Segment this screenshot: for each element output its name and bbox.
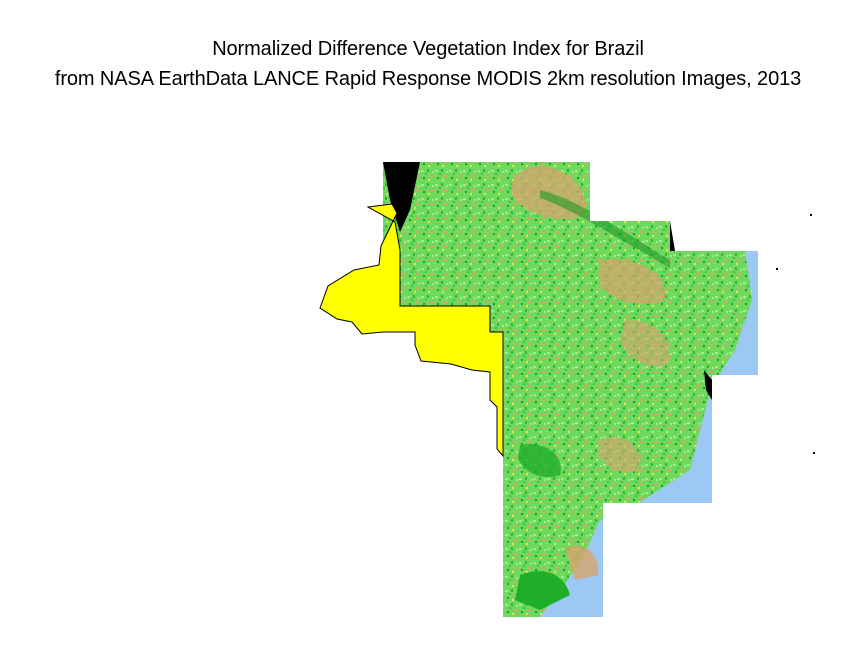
island-dot-1	[810, 214, 812, 216]
island-dot-2	[776, 268, 778, 270]
vegetation-raster	[383, 162, 752, 617]
island-dot-3	[813, 452, 815, 454]
no-data-black-east	[670, 221, 675, 251]
